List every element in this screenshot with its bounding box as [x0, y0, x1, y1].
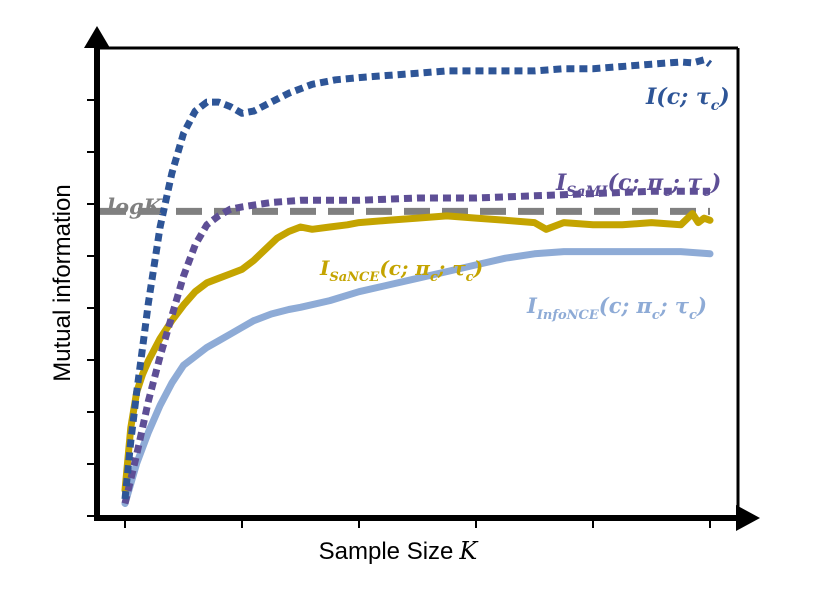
label-sami-main: I	[555, 170, 567, 196]
label-sance-midsub: c	[466, 270, 474, 285]
label-infonce-midsub: c	[689, 308, 697, 323]
x-axis-title: Sample Size K	[319, 537, 480, 565]
label-infonce-close: )	[696, 293, 707, 318]
series-label-infonce: IInfoNCE(c; πc; τc)	[526, 293, 707, 323]
label-mi-args: (c; τ	[656, 84, 711, 110]
label-sance-sub: SaNCE	[329, 270, 380, 285]
label-mi-close: )	[718, 84, 729, 110]
label-infonce-main: I	[526, 293, 538, 318]
label-sance-mid: ; τ	[437, 256, 466, 280]
label-infonce-sub: InfoNCE	[536, 308, 600, 323]
label-sami-close: )	[710, 170, 721, 196]
label-sami-mid: ; τ	[671, 170, 703, 196]
x-axis-title-var: K	[458, 537, 479, 565]
y-axis-title: Mutual information	[49, 184, 76, 381]
series-line-2	[121, 210, 714, 494]
label-infonce-argsub: c	[652, 308, 660, 323]
label-sance-close: )	[473, 256, 483, 280]
label-mi-argsub: c	[711, 98, 720, 114]
series-line-1	[121, 187, 710, 505]
x-axis-arrow	[736, 505, 760, 531]
label-sance-main: I	[319, 256, 330, 280]
series-label-mi: I(c; τc)	[645, 84, 730, 114]
plot-area	[100, 56, 714, 507]
y-axis-arrow	[84, 26, 110, 48]
label-sami-argsub: c	[663, 184, 672, 200]
label-infonce-args: (c; π	[599, 293, 653, 318]
axis-ticks	[87, 99, 711, 528]
logk-label: logK	[107, 194, 163, 219]
label-infonce-mid: ; τ	[659, 293, 690, 318]
label-sance-argsub: c	[430, 270, 438, 285]
label-sami-sub: SaMI	[566, 184, 608, 200]
series-line-0	[121, 56, 713, 500]
series-line-3	[121, 248, 714, 507]
label-mi-main: I	[645, 84, 657, 110]
label-sance-args: (c; π	[379, 256, 430, 280]
x-axis-title-text: Sample Size	[319, 538, 454, 565]
series-label-sami: ISaMI(c; πc; τc)	[555, 170, 721, 200]
label-sami-midsub: c	[702, 184, 711, 200]
series-label-sance: ISaNCE(c; πc; τc)	[319, 256, 483, 285]
label-sami-args: (c; π	[608, 170, 665, 196]
